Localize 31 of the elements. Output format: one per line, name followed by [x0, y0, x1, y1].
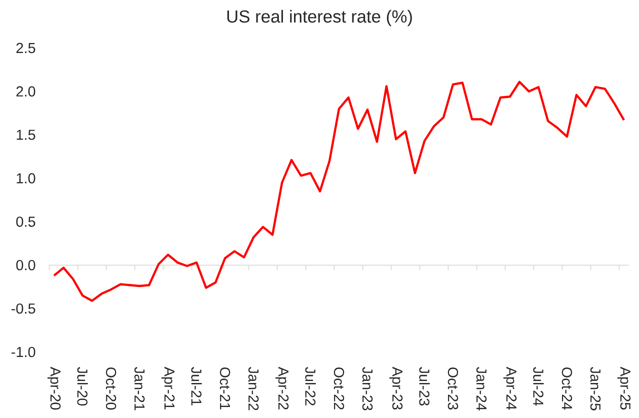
x-tick-label: Jul-24 [533, 366, 544, 406]
x-tick-label: Apr-22 [275, 366, 289, 410]
line-series [52, 80, 626, 302]
x-tick-label: Apr-24 [503, 366, 517, 410]
x-tick-label: Jul-23 [419, 366, 430, 406]
x-tick-label: Oct-20 [106, 367, 116, 410]
x-tick-label: Jul-22 [305, 366, 316, 406]
y-tick-label: 1.5 [16, 130, 36, 140]
y-tick-label: 0.5 [16, 216, 36, 227]
y-tick-label: 0.0 [16, 260, 36, 270]
x-tick-label: Oct-22 [334, 367, 344, 410]
x-tick-label: Jan-24 [476, 366, 487, 411]
x-tick-label: Apr-20 [48, 366, 61, 410]
x-tick-label: Apr-25 [617, 366, 630, 410]
x-tick-label: Oct-21 [220, 367, 230, 410]
x-tick-label: Jul-20 [77, 366, 88, 406]
y-tick-label: 2.5 [16, 42, 36, 54]
x-tick-label: Oct-23 [448, 367, 458, 410]
chart-title: US real interest rate (%) [227, 10, 412, 26]
y-tick-label: -1.0 [12, 346, 36, 358]
x-tick-label: Oct-24 [562, 367, 572, 410]
y-tick-label: 2.0 [16, 86, 36, 97]
x-tick-label: Jul-21 [191, 366, 202, 406]
x-tick-label: Jan-23 [362, 366, 373, 410]
x-tick-label: Jan-25 [590, 366, 601, 410]
y-tick-label: 1.0 [16, 173, 36, 184]
x-tick-label: Jan-22 [248, 366, 259, 410]
x-tick-label: Apr-23 [389, 366, 403, 410]
x-tick-label: Jan-21 [134, 366, 145, 410]
x-tick-label: Apr-21 [161, 366, 175, 410]
y-tick-label: -0.5 [12, 303, 36, 314]
